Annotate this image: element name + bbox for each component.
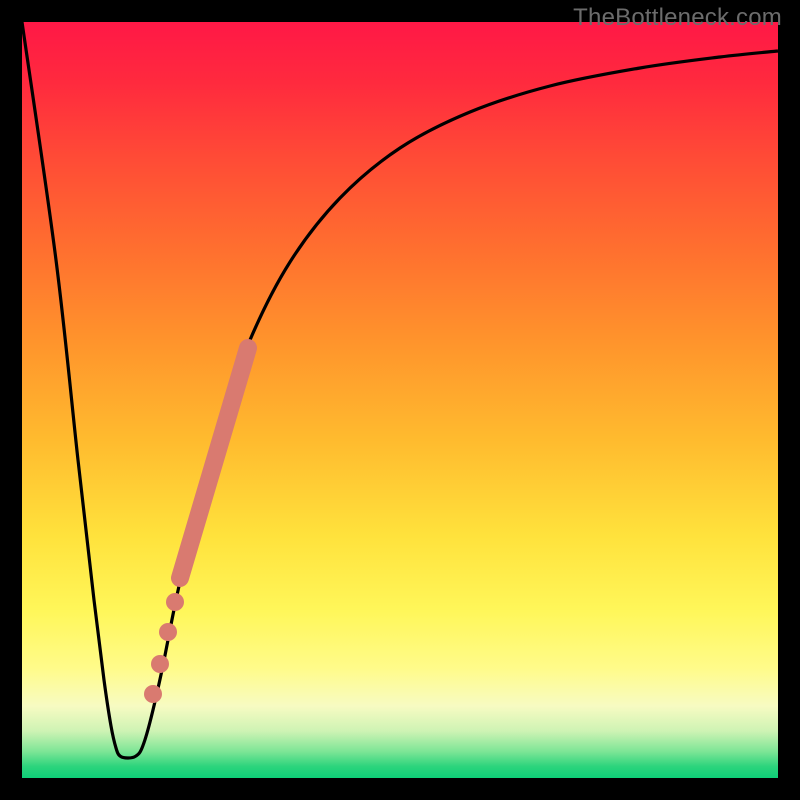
watermark-text: TheBottleneck.com	[573, 4, 782, 32]
highlighted-dot	[144, 685, 162, 703]
bottleneck-chart	[0, 0, 800, 800]
highlighted-dot	[151, 655, 169, 673]
chart-container: TheBottleneck.com	[0, 0, 800, 800]
highlighted-dot	[166, 593, 184, 611]
plot-heatmap-background	[22, 22, 778, 778]
highlighted-dot	[159, 623, 177, 641]
